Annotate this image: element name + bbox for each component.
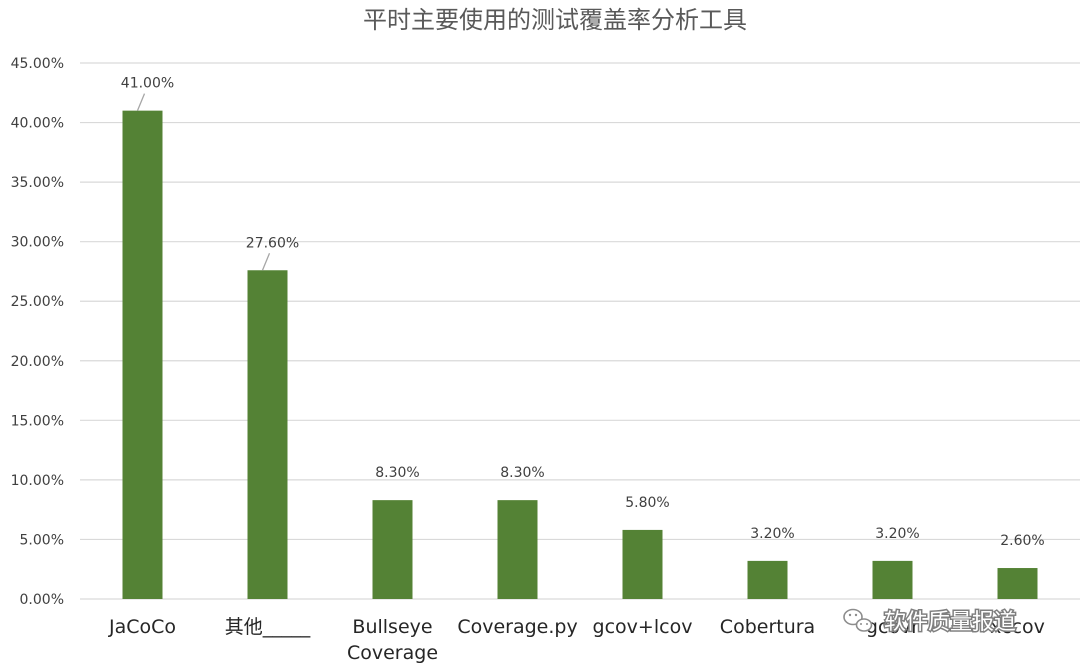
y-tick-label: 45.00%: [11, 56, 64, 72]
y-tick-label: 20.00%: [11, 354, 64, 370]
wechat-icon: [843, 608, 873, 632]
data-label: 27.60%: [246, 235, 299, 251]
y-tick-label: 30.00%: [11, 235, 64, 251]
x-axis-ticks: JaCoCo 其他_____ Bullseye Coverage Coverage.py…: [108, 616, 1045, 664]
bar: [372, 500, 413, 599]
x-tick-label: Cobertura: [720, 616, 815, 638]
y-tick-label: 10.00%: [11, 473, 64, 489]
y-tick-label: 40.00%: [11, 116, 64, 132]
chart-title: 平时主要使用的测试覆盖率分析工具: [363, 6, 747, 34]
data-label: 5.80%: [625, 495, 669, 511]
data-label: 8.30%: [500, 465, 544, 481]
bar: [997, 568, 1038, 599]
bar: [747, 560, 788, 599]
data-label: 8.30%: [375, 465, 419, 481]
x-tick-label: JaCoCo: [108, 616, 176, 638]
data-label: 3.20%: [750, 526, 794, 542]
y-tick-label: 5.00%: [20, 532, 64, 548]
bar: [622, 529, 663, 599]
data-label: 3.20%: [875, 526, 919, 542]
bar: [247, 270, 288, 599]
y-tick-label: 25.00%: [11, 294, 64, 310]
y-tick-label: 0.00%: [20, 592, 64, 608]
y-axis-ticks: 0.00% 5.00% 10.00% 15.00% 20.00% 25.00% 30.00%…: [11, 56, 64, 608]
x-tick-label: xccov: [990, 616, 1045, 638]
x-tick-label: Coverage.py: [457, 616, 577, 638]
data-label: 2.60%: [1000, 533, 1044, 549]
x-tick-label: Bullseye Coverage: [347, 616, 438, 664]
bar: [872, 560, 913, 599]
data-labels: 41.00% 27.60% 8.30% 8.30% 5.80% 3.20% 3.20% 2.6…: [121, 76, 1045, 549]
bar: [122, 110, 163, 600]
leader-line: [261, 253, 271, 271]
bars: [122, 110, 1038, 600]
data-label-leaders: [136, 93, 271, 271]
watermark-label: 软件质量报道: [884, 610, 1016, 635]
leader-line: [136, 93, 146, 111]
x-tick-label: gcov+lcov: [593, 616, 693, 638]
watermark: 软件质量报道: [843, 608, 1018, 637]
x-tick-label: 其他_____: [225, 616, 311, 638]
y-tick-label: 15.00%: [11, 413, 64, 429]
data-label: 41.00%: [121, 76, 174, 92]
x-tick-label: gcovr: [866, 616, 919, 638]
y-tick-label: 35.00%: [11, 175, 64, 191]
bar: [497, 500, 538, 599]
gridlines: [80, 62, 1080, 600]
